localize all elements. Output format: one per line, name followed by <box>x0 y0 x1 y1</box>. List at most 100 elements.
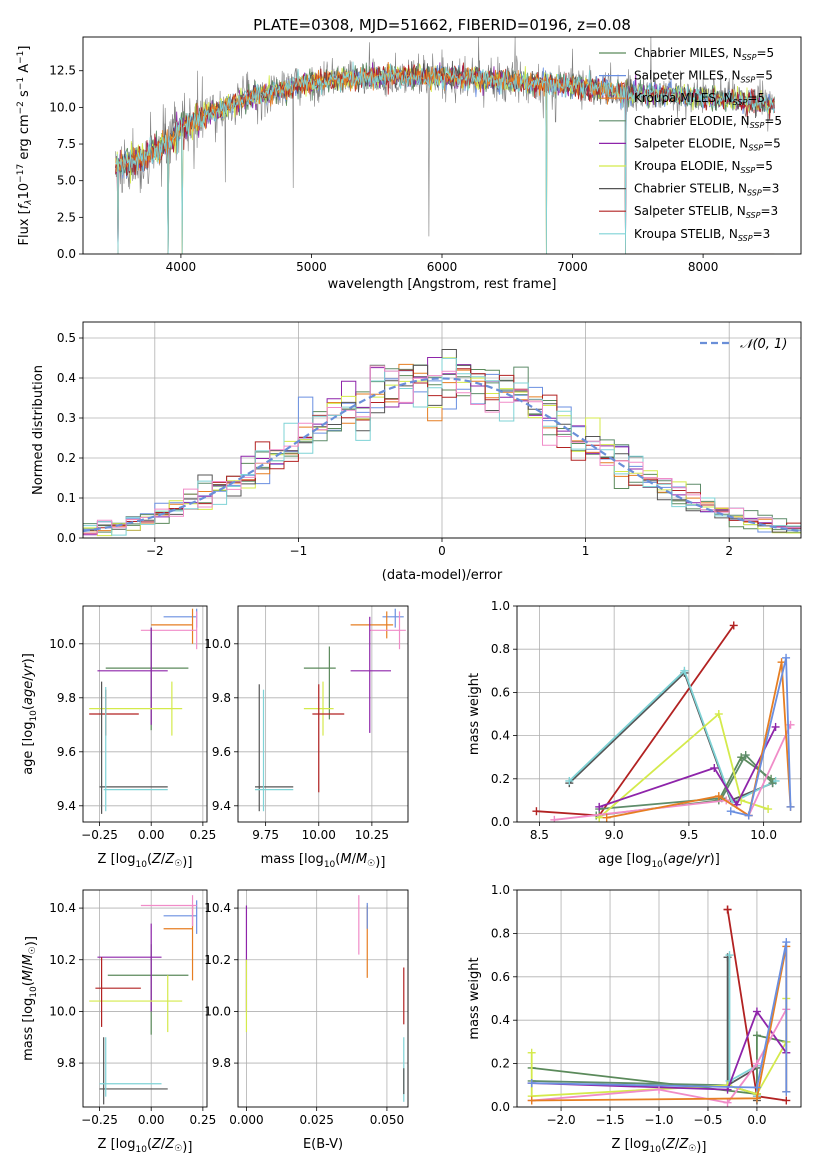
weight-line-6 <box>531 1009 788 1091</box>
errorbar-point <box>140 611 198 650</box>
y-tick-label: 5.0 <box>57 174 76 188</box>
x-axis-label: age [log10(age/yr)] <box>598 852 720 870</box>
axes: 8.5 9.0 9.5 10.0 0.0 0.2 0.4 0.6 0.8 1.0 mass weig… <box>467 599 802 870</box>
y-tick-label: 10.0 <box>49 637 76 651</box>
label-part: M <box>356 852 367 867</box>
errorbar-point <box>89 975 183 1033</box>
legend-tail: =5 <box>747 91 765 105</box>
weight-marker <box>723 905 732 914</box>
errorbar-point <box>97 627 168 725</box>
x-tick-label: 1 <box>582 544 590 558</box>
weight-marker <box>768 779 777 788</box>
errorbar-point <box>255 684 294 812</box>
panel-mass-vs-metallicity: −0.25 0.00 0.259.810.010.210.4Z [log10(Z/Z… <box>21 889 216 1155</box>
y-tick-label: 0.3 <box>57 411 76 425</box>
x-tick-label: 5000 <box>296 260 327 274</box>
label-part: age [ <box>21 741 36 774</box>
x-tick-label: 0 <box>438 544 446 558</box>
plot-area <box>83 349 801 538</box>
panel-spectrum: 4000 5000 6000 7000 8000 0.0 2.5 5.0 7.5 10.0 12.5… <box>16 36 802 292</box>
legend-tail: =5 <box>756 46 774 60</box>
weight-marker <box>527 1048 536 1057</box>
y-tick-label: 9.8 <box>212 1056 231 1070</box>
legend-sub: SSP <box>746 211 761 220</box>
weight-marker <box>729 621 738 630</box>
label-part: log <box>21 998 36 1018</box>
y-axis-label: Normed distribution <box>31 365 46 495</box>
label-part: ( <box>661 1137 666 1152</box>
label-part: )] <box>182 855 192 870</box>
label-part: M <box>21 954 36 965</box>
y-tick-label: 0.2 <box>491 1057 510 1071</box>
label-part: Z [ <box>98 852 116 867</box>
panel-age-vs-metallicity: −0.25 0.00 0.259.49.69.810.0Z [log10(Z/Z☉)… <box>21 605 216 870</box>
label-part: log <box>632 852 652 867</box>
axes: 4000 5000 6000 7000 8000 0.0 2.5 5.0 7.5 10.0 12.5… <box>16 36 802 292</box>
y-tick-label: 0.8 <box>491 642 510 656</box>
legend-text: Chabrier STELIB, N <box>634 182 747 196</box>
label-part: / <box>161 1137 166 1152</box>
axes-frame <box>516 889 802 1108</box>
y-axis-label: mass [log10(M/M☉)] <box>21 936 39 1061</box>
weight-marker <box>595 802 604 811</box>
y-tick-label: 1.0 <box>491 883 510 897</box>
errorbar-point <box>89 681 183 736</box>
label-part: log <box>630 1137 650 1152</box>
histogram-step-9 <box>83 365 801 538</box>
label-part: 10 <box>29 986 39 998</box>
axes-frame <box>237 889 409 1108</box>
label-part: )] <box>710 852 720 867</box>
axes: 0.000 0.025 0.050 9.8 10.0 10.2 10.4 E(B-V) <box>204 889 409 1152</box>
label-part: )] <box>21 653 36 663</box>
y-tick-label: 10.2 <box>204 953 231 967</box>
x-axis-label: (data-model)/error <box>382 568 503 583</box>
errorbar-point <box>151 608 194 644</box>
panel-residuals: −2 −1 0 1 2 0.0 0.1 0.2 0.3 0.4 0.5 (data-model)/er… <box>31 321 802 583</box>
y-label-part: Flux [ <box>17 209 32 245</box>
legend-text: Salpeter ELODIE, N <box>634 136 748 150</box>
panel-mass-vs-ebv: 0.000 0.025 0.050 9.8 10.0 10.2 10.4 E(B-V) <box>204 889 409 1152</box>
weight-marker <box>764 805 773 814</box>
axes: −2 −1 0 1 2 0.0 0.1 0.2 0.3 0.4 0.5 (data-model)/er… <box>31 321 802 583</box>
label-part: / <box>161 852 166 867</box>
errorbar-point <box>312 684 345 793</box>
plot-area <box>115 37 775 254</box>
y-tick-label: 12.5 <box>49 64 76 78</box>
y-tick-label: 0.5 <box>57 331 76 345</box>
label-part: Z <box>151 852 162 867</box>
label-part: mass [ <box>261 852 304 867</box>
legend-label: Salpeter MILES, NSSP=5 <box>634 69 773 85</box>
label-part: Z [ <box>612 1137 630 1152</box>
y-tick-label: 0.0 <box>491 815 510 829</box>
y-tick-label: 9.6 <box>212 745 231 759</box>
panel-weight-vs-metallicity: −2.0 −1.5 −1.0 −0.5 0.0 0.0 0.2 0.4 0.6 0.8 1.0 mas… <box>467 883 802 1155</box>
x-tick-label: 0.00 <box>138 828 165 842</box>
y-axis-label: Flux [fλ10−17 erg cm−2 s−1 A−1] <box>16 46 34 246</box>
weight-marker <box>752 1031 761 1040</box>
legend-tail: =3 <box>762 182 780 196</box>
x-tick-label: 0.050 <box>370 1113 404 1127</box>
legend-label: Salpeter ELODIE, NSSP=5 <box>634 136 781 152</box>
weight-marker <box>752 1083 761 1092</box>
label-part: 10 <box>29 710 39 722</box>
label-part: Z <box>151 1137 162 1152</box>
legend-text: Salpeter STELIB, N <box>634 204 746 218</box>
y-tick-label: 9.6 <box>57 745 76 759</box>
y-tick-label: 10.0 <box>204 637 231 651</box>
x-tick-label: −1.5 <box>595 1113 624 1127</box>
label-part: M <box>21 970 36 981</box>
y-label-part: λ <box>24 199 34 205</box>
y-axis-label: mass weight <box>467 957 482 1039</box>
legend-tail: =5 <box>764 114 782 128</box>
x-tick-label: −0.25 <box>81 1113 118 1127</box>
legend-label: Chabrier MILES, NSSP=5 <box>634 46 774 62</box>
legend-text: Kroupa MILES, N <box>634 91 733 105</box>
weight-marker <box>726 807 735 816</box>
y-tick-label: 9.8 <box>57 691 76 705</box>
legend-text: Salpeter MILES, N <box>634 69 741 83</box>
y-tick-label: 2.5 <box>57 210 76 224</box>
y-label-part: erg cm <box>17 114 32 163</box>
errorbar-point <box>350 611 394 639</box>
label-part: )] <box>696 1140 706 1155</box>
y-label-part: ] <box>17 46 32 51</box>
